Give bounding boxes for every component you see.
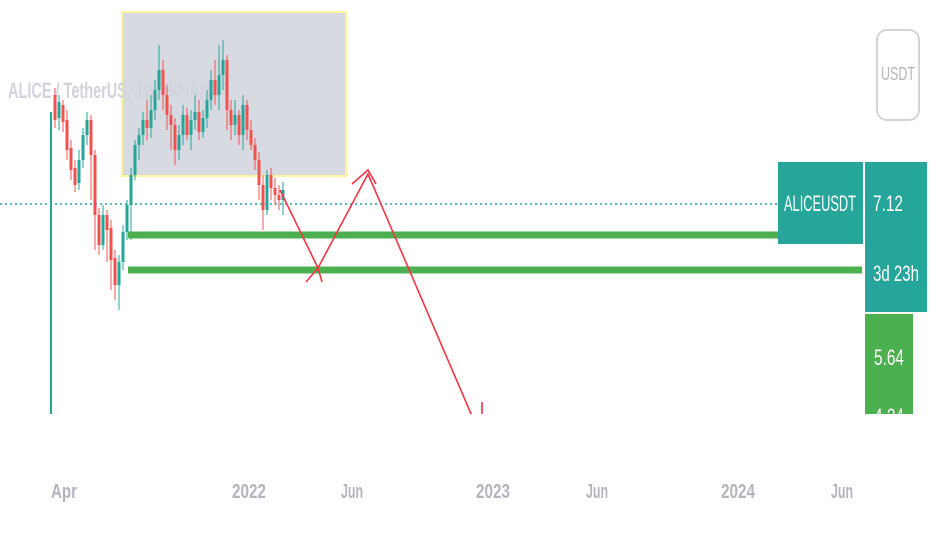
candle-body [269, 175, 273, 188]
x-tick-label: 2024 [721, 481, 756, 503]
candle-body [141, 120, 145, 135]
level-label-box-1 [865, 314, 913, 414]
candle-body [65, 120, 69, 150]
candle-body [137, 135, 141, 145]
candle-body [205, 100, 209, 118]
candle-body [249, 130, 253, 145]
currency-button-label[interactable]: USDT [881, 64, 915, 84]
candle-body [69, 148, 73, 170]
candle-body [213, 80, 217, 95]
candle-body [121, 232, 125, 262]
projection-arrowhead-bottom [305, 266, 323, 283]
candle-body [273, 188, 277, 195]
candle-body [225, 60, 229, 110]
axis-area-background [0, 414, 932, 550]
candle-body [53, 95, 57, 120]
last-price-countdown: 3d 23h [873, 261, 919, 286]
candle-body [189, 120, 193, 135]
candle-body [217, 75, 221, 95]
candle-body [117, 262, 121, 285]
candle-body [169, 115, 173, 125]
candle-body [177, 135, 181, 150]
ticker-label-box [778, 162, 863, 244]
candle-body [257, 160, 261, 185]
candle-body [201, 118, 205, 132]
candle-body [113, 258, 117, 285]
candle-body [145, 120, 149, 128]
candle-body [97, 215, 101, 245]
candle-body [153, 90, 157, 110]
candle-body [125, 205, 129, 232]
candle-body [57, 102, 61, 118]
candle-body [77, 160, 81, 183]
candle-body [233, 115, 237, 125]
projection-path[interactable] [279, 172, 479, 431]
candle-body [221, 60, 225, 75]
candle-body [181, 115, 185, 135]
candle-body [89, 120, 93, 155]
last-price-value: 7.12 [873, 191, 903, 216]
x-tick-label: 2022 [232, 481, 266, 503]
projection-arrowhead-top [351, 168, 377, 185]
candle-body [261, 185, 265, 210]
x-tick-label: 2023 [476, 481, 510, 503]
candle-body [185, 115, 189, 135]
candle-body [61, 105, 65, 122]
candle-body [161, 70, 165, 95]
last-price-box [865, 162, 927, 312]
candle-body [73, 168, 77, 185]
candle-body [193, 112, 197, 120]
currency-button-box[interactable] [876, 29, 920, 121]
candle-body [109, 228, 113, 260]
x-axis: Apr 2022 Jun 2023 Jun 2024 Jun [51, 481, 853, 503]
symbol-title: ALICE / TetherUS, 1W, BINANCE [8, 78, 230, 103]
candle-body [129, 175, 133, 205]
x-tick-label: Jun [586, 481, 608, 503]
candle-body [237, 115, 241, 135]
candle-body [277, 195, 281, 200]
candle-body [209, 80, 213, 100]
candle-body [245, 105, 249, 130]
candle-body [197, 112, 201, 132]
candle-body [93, 155, 97, 215]
candle-body [85, 120, 89, 135]
candle-body [229, 110, 233, 125]
candle-body [81, 135, 85, 160]
x-tick-label: Jun [341, 481, 363, 503]
level-label-value-1: 5.64 [874, 345, 904, 370]
ticker-label-text: ALICEUSDT [784, 191, 856, 216]
candle-body [265, 175, 269, 210]
x-tick-label: Apr [51, 481, 77, 503]
candle-body [149, 110, 153, 128]
candle-body [173, 125, 177, 150]
candle-body [105, 215, 109, 230]
candle-body [133, 145, 137, 175]
candle-body [165, 95, 169, 115]
candle-body [157, 70, 161, 90]
x-tick-label: Jun [831, 481, 853, 503]
candle-body [241, 105, 245, 135]
candle-body [101, 215, 105, 245]
candle-body [253, 145, 257, 160]
